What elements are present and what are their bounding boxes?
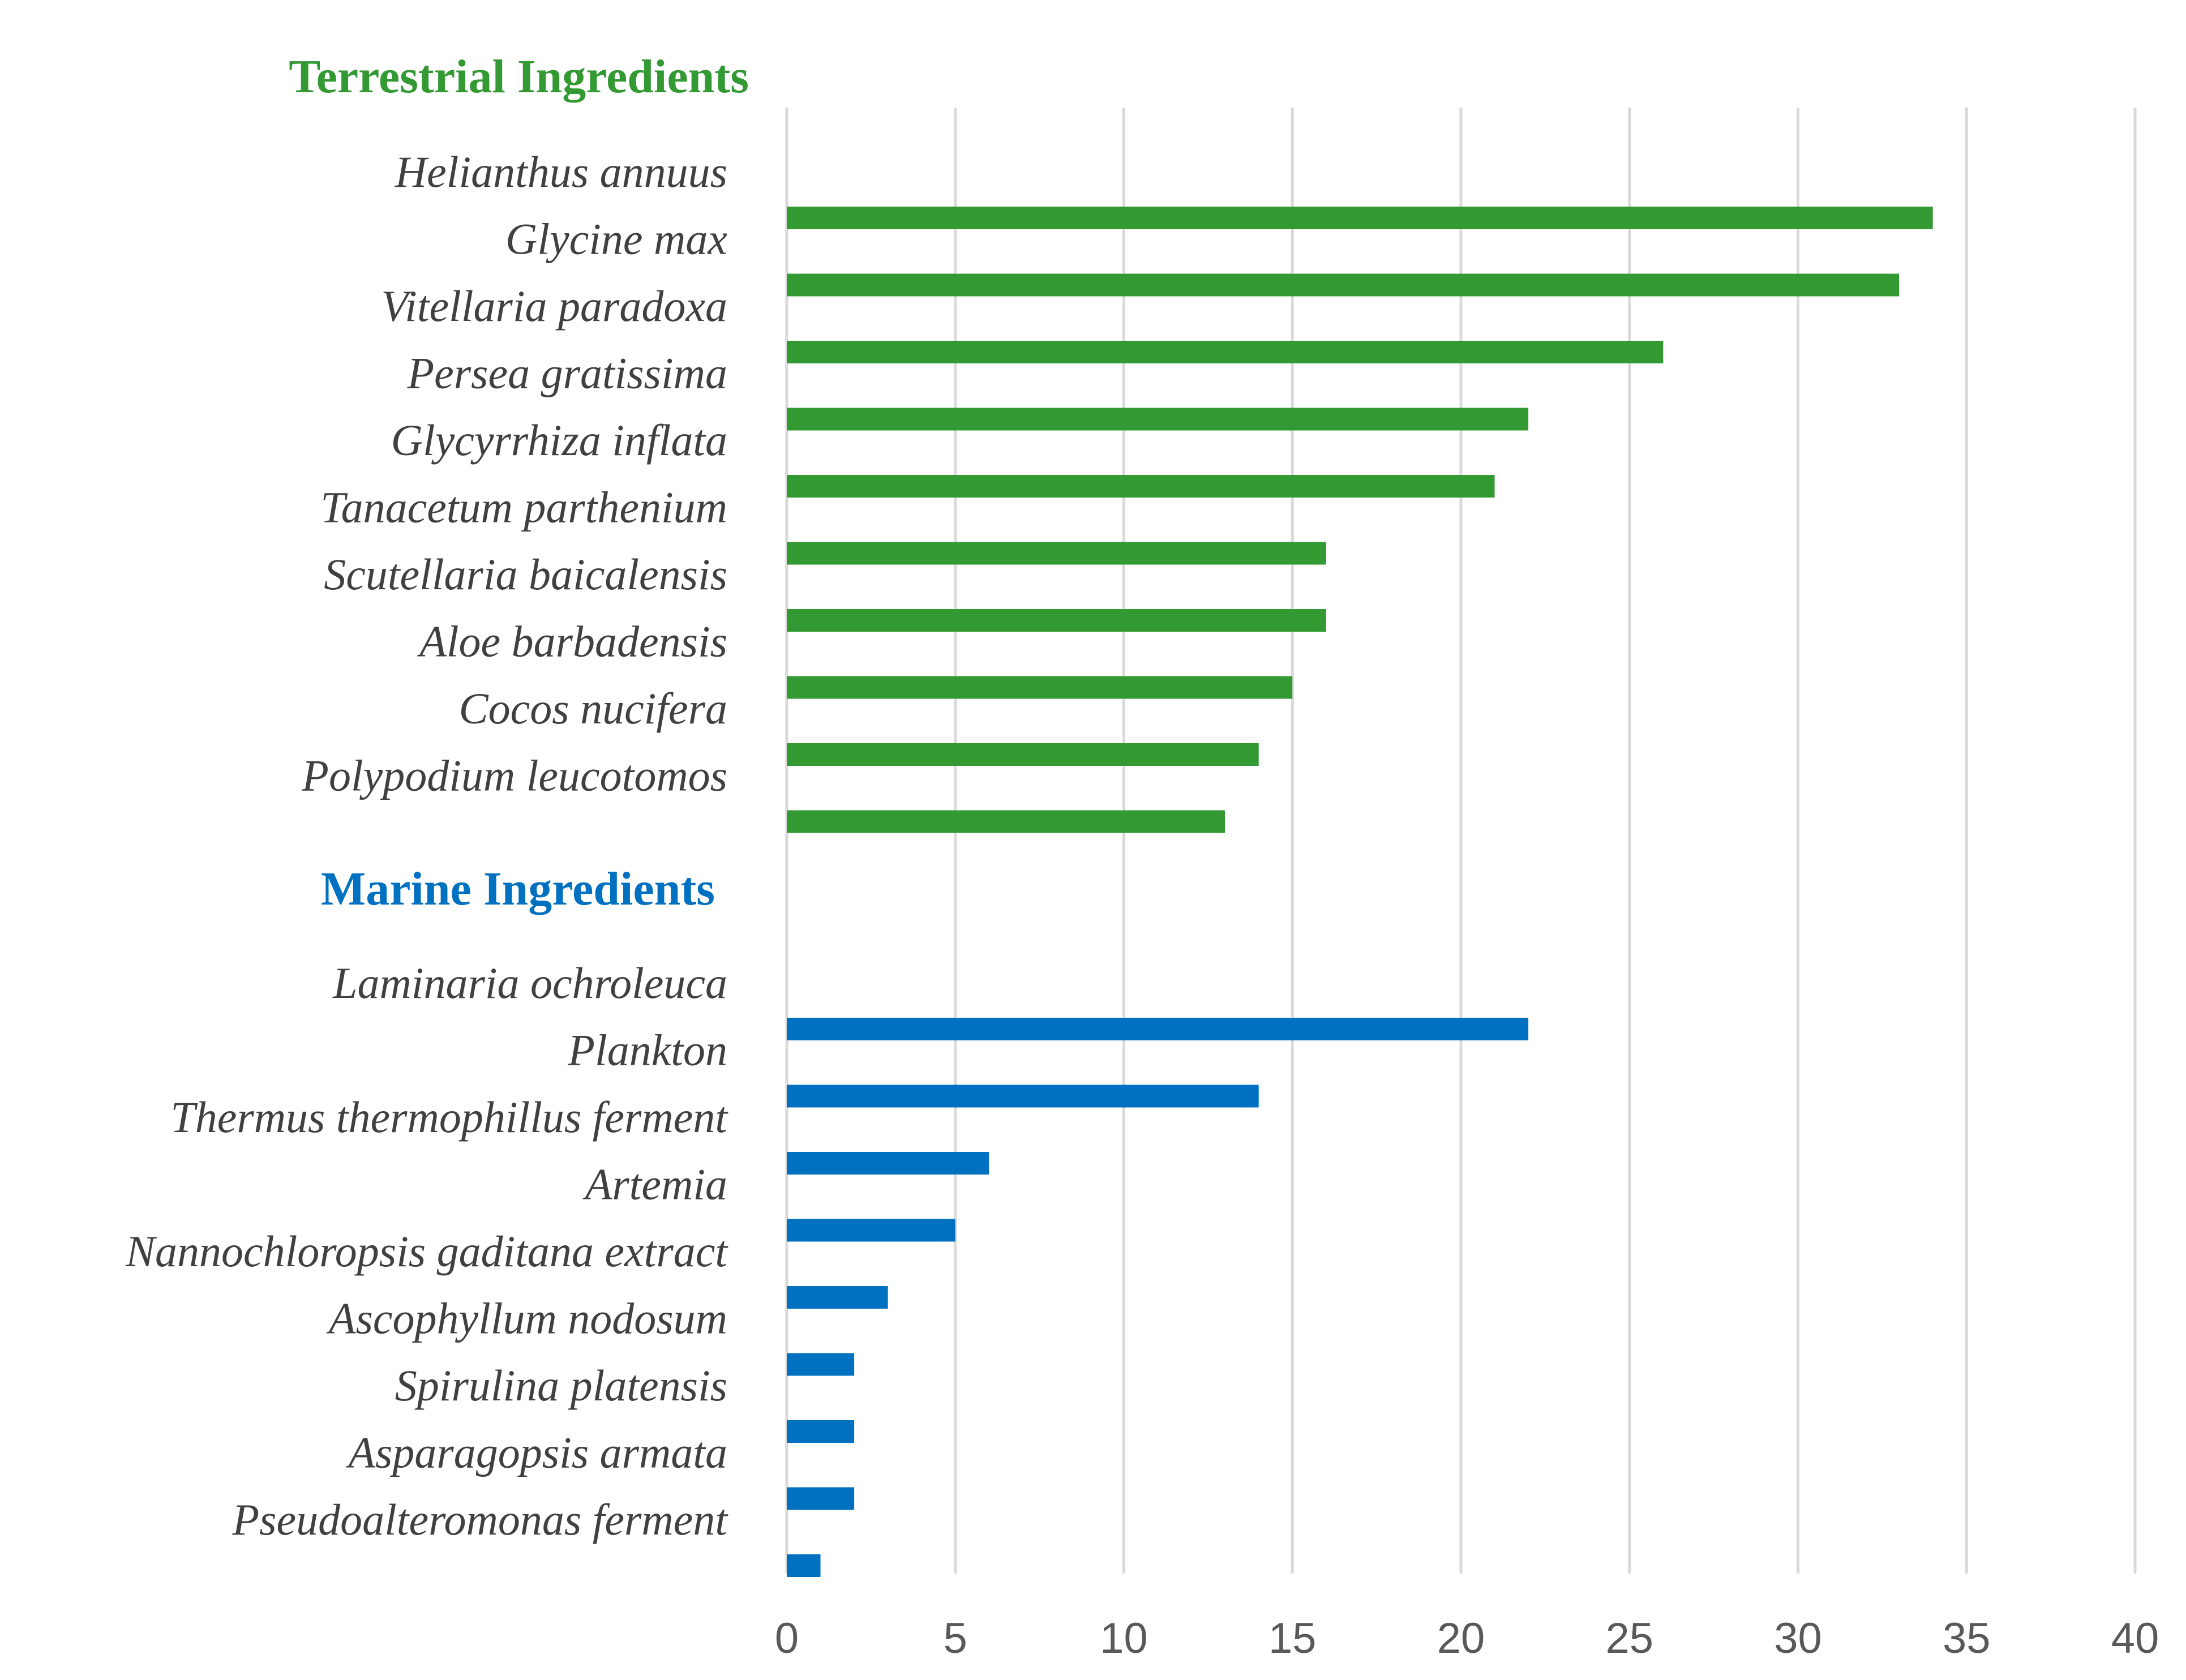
- category-label: Scutellaria baicalensis: [324, 550, 727, 599]
- x-tick-label: 20: [1437, 1614, 1485, 1662]
- category-label: Pseudoalteromonas ferment: [232, 1495, 729, 1544]
- x-tick-label: 0: [775, 1614, 799, 1662]
- category-label: Helianthus annuus: [395, 147, 727, 196]
- bar: [787, 676, 1293, 699]
- bar: [787, 810, 1225, 833]
- x-tick-label: 15: [1268, 1614, 1317, 1662]
- category-label: Asparagopsis armata: [345, 1428, 727, 1477]
- bar: [787, 1219, 955, 1242]
- category-label: Cocos nucifera: [459, 684, 727, 733]
- category-label: Glycine max: [505, 215, 727, 264]
- category-label: Thermus thermophillus ferment: [170, 1092, 728, 1142]
- category-label: Persea gratissima: [407, 349, 728, 398]
- category-label: Laminaria ochroleuca: [332, 958, 727, 1008]
- category-label: Artemia: [582, 1160, 727, 1209]
- bar: [787, 542, 1326, 565]
- category-label: Aloe barbadensis: [417, 617, 727, 666]
- bar: [787, 273, 1900, 297]
- category-label: Polypodium leucotomos: [301, 751, 727, 800]
- x-tick-label: 25: [1605, 1614, 1653, 1662]
- terrestrial-group: Terrestrial Ingredients Helianthus annuus…: [289, 50, 1933, 833]
- group-title: Terrestrial Ingredients: [289, 50, 749, 103]
- x-tick-label: 35: [1943, 1614, 1991, 1662]
- bar: [787, 1554, 821, 1577]
- x-tick-label: 10: [1100, 1614, 1148, 1662]
- x-tick-label: 40: [2111, 1614, 2159, 1662]
- category-label: Plankton: [567, 1026, 727, 1075]
- bar-groups: Terrestrial Ingredients Helianthus annuus…: [125, 50, 1933, 1577]
- bar: [787, 475, 1495, 498]
- x-tick-label: 30: [1774, 1614, 1822, 1662]
- category-label: Spirulina platensis: [395, 1361, 727, 1410]
- bar: [787, 1353, 855, 1376]
- bar: [787, 609, 1326, 632]
- category-label: Nannochloropsis gaditana extract: [125, 1227, 728, 1276]
- x-tick-label: 5: [944, 1614, 967, 1662]
- group-title: Marine Ingredients: [321, 863, 715, 915]
- category-label: Vitellaria paradoxa: [381, 281, 727, 331]
- x-axis-ticks: 0 5 10 15 20 25 30 35 40: [775, 1614, 2159, 1662]
- bar: [787, 1487, 855, 1510]
- category-label: Tanacetum parthenium: [320, 483, 727, 532]
- category-label: Glycyrrhiza inflata: [391, 415, 727, 465]
- bar: [787, 1018, 1529, 1040]
- bar: [787, 1152, 989, 1175]
- marine-group: Marine Ingredients Laminaria ochroleuca Pl…: [125, 863, 1529, 1577]
- bar: [787, 1085, 1259, 1108]
- gridlines: [785, 108, 2137, 1574]
- bar: [787, 743, 1259, 766]
- bar: [787, 341, 1664, 363]
- bar: [787, 207, 1933, 229]
- bar: [787, 408, 1529, 431]
- category-label: Ascophyllum nodosum: [326, 1294, 727, 1343]
- bar: [787, 1286, 888, 1309]
- bar: [787, 1420, 855, 1443]
